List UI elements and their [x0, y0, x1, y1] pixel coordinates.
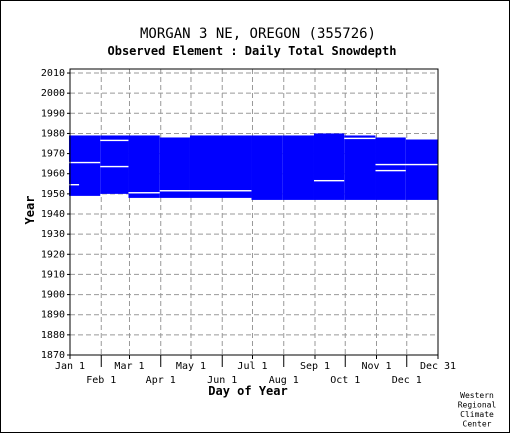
y-tick-label-1950: 1950: [41, 189, 65, 200]
x-tick-label-top: Sep 1: [300, 361, 330, 372]
coverage-block-9: [375, 137, 406, 200]
coverage-block-0: [68, 135, 101, 196]
coverage-block-4: [189, 135, 252, 198]
y-tick-label-2000: 2000: [41, 88, 65, 99]
x-tick-label-bottom: Dec 1: [392, 375, 422, 386]
missing-gap-8: [375, 169, 406, 172]
coverage-block-5: [251, 135, 283, 200]
missing-gap-9: [68, 184, 80, 186]
y-tick-label-1930: 1930: [41, 229, 65, 240]
y-tick-label-1920: 1920: [41, 249, 65, 260]
y-tick-label-1960: 1960: [41, 169, 65, 180]
coverage-block-3: [159, 137, 190, 198]
coverage-block-6: [282, 135, 314, 200]
missing-gap-7: [375, 163, 438, 166]
x-tick-label-bottom: Oct 1: [330, 375, 360, 386]
y-tick-label-1870: 1870: [41, 350, 65, 361]
credit-line: Center: [463, 420, 492, 429]
missing-gap-3: [128, 192, 160, 194]
y-tick-label-1990: 1990: [41, 108, 65, 119]
missing-gap-4: [159, 190, 252, 192]
missing-gap-2: [100, 165, 129, 168]
x-tick-label-top: Dec 31: [420, 361, 456, 372]
x-axis-ticks: Jan 1 Mar 1 May 1 Jul 1 Sep 1 Nov 1 Dec 31 Feb …: [55, 355, 456, 386]
x-tick-label-bottom: Feb 1: [86, 375, 116, 386]
x-tick-label-top: Mar 1: [114, 361, 144, 372]
y-tick-label-1940: 1940: [41, 209, 65, 220]
y-tick-label-1910: 1910: [41, 269, 65, 280]
grid-lines: [70, 69, 438, 356]
y-tick-label-1890: 1890: [41, 310, 65, 321]
x-tick-label-bottom: Jun 1: [207, 375, 237, 386]
coverage-block-7: [313, 133, 345, 200]
x-tick-label-top: Nov 1: [361, 361, 391, 372]
missing-gap-1: [100, 139, 129, 142]
y-axis-label: Year: [23, 196, 37, 225]
coverage-block-8: [344, 135, 376, 200]
y-tick-label-1970: 1970: [41, 149, 65, 160]
y-tick-label-1900: 1900: [41, 290, 65, 301]
missing-gap-0: [68, 161, 101, 164]
coverage-block-2: [128, 135, 160, 198]
missing-gap-6: [344, 137, 376, 140]
x-tick-label-top: Jul 1: [237, 361, 267, 372]
y-tick-label-1980: 1980: [41, 128, 65, 139]
y-tick-label-1880: 1880: [41, 330, 65, 341]
credit-line: Western: [460, 391, 494, 400]
coverage-block-10: [405, 139, 438, 200]
credit-line: Climate: [460, 410, 494, 419]
y-tick-label-2010: 2010: [41, 68, 65, 79]
y-axis-ticks: 1870 1880 1890 1900 1910 1920 1930 1940 1950 1960…: [41, 68, 70, 361]
chart-title: MORGAN 3 NE, OREGON (355726): [140, 26, 376, 42]
coverage-block-1: [100, 135, 129, 194]
x-tick-label-bottom: Aug 1: [269, 375, 299, 386]
missing-data-gaps: [68, 137, 438, 194]
chart-subtitle: Observed Element : Daily Total Snowdepth: [108, 44, 397, 58]
missing-gap-5: [313, 179, 345, 182]
x-axis-label: Day of Year: [208, 384, 287, 398]
data-coverage: [68, 133, 438, 200]
credit-line: Regional: [458, 401, 497, 410]
x-tick-label-bottom: Apr 1: [146, 375, 176, 386]
x-tick-label-top: May 1: [176, 361, 206, 372]
x-tick-label-top: Jan 1: [55, 361, 85, 372]
plot-border: [69, 68, 439, 356]
